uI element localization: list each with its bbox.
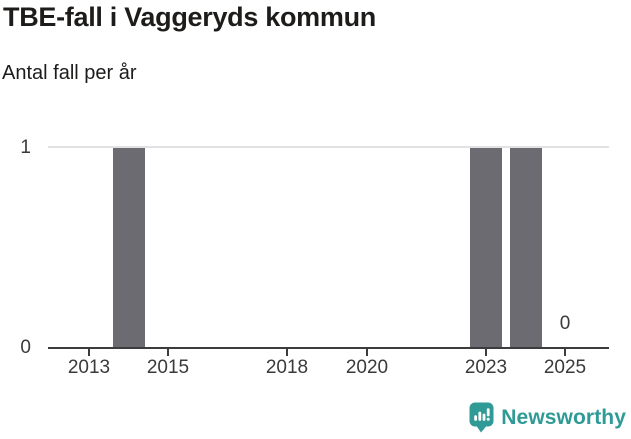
x-axis-line [48,347,609,349]
bar-value-label: 0 [559,313,571,334]
x-axis-tick-label: 2015 [146,357,190,378]
x-axis-tick [366,349,368,356]
y-axis-tick-label: 0 [20,337,31,358]
x-axis-tick-label: 2020 [345,357,389,378]
bar [113,148,145,348]
y-gridline [48,146,609,148]
bar [510,148,542,348]
x-axis-tick-label: 2023 [464,357,508,378]
x-axis-tick [88,349,90,356]
x-axis-tick-label: 2018 [265,357,309,378]
newsworthy-logo[interactable]: Newsworthy [469,402,626,433]
bar [470,148,502,348]
chart-title: TBE-fall i Vaggeryds kommun [3,2,376,32]
y-axis-tick-label: 1 [20,137,31,158]
x-axis-tick [564,349,566,356]
x-axis-tick [286,349,288,356]
x-axis-tick [167,349,169,356]
x-axis-tick-label: 2013 [67,357,111,378]
x-axis-tick [485,349,487,356]
newsworthy-wordmark: Newsworthy [501,405,626,429]
x-axis-tick-label: 2025 [543,357,587,378]
chart-subtitle: Antal fall per år [2,62,137,84]
newsworthy-bubble-bar-chart-icon [469,402,494,433]
